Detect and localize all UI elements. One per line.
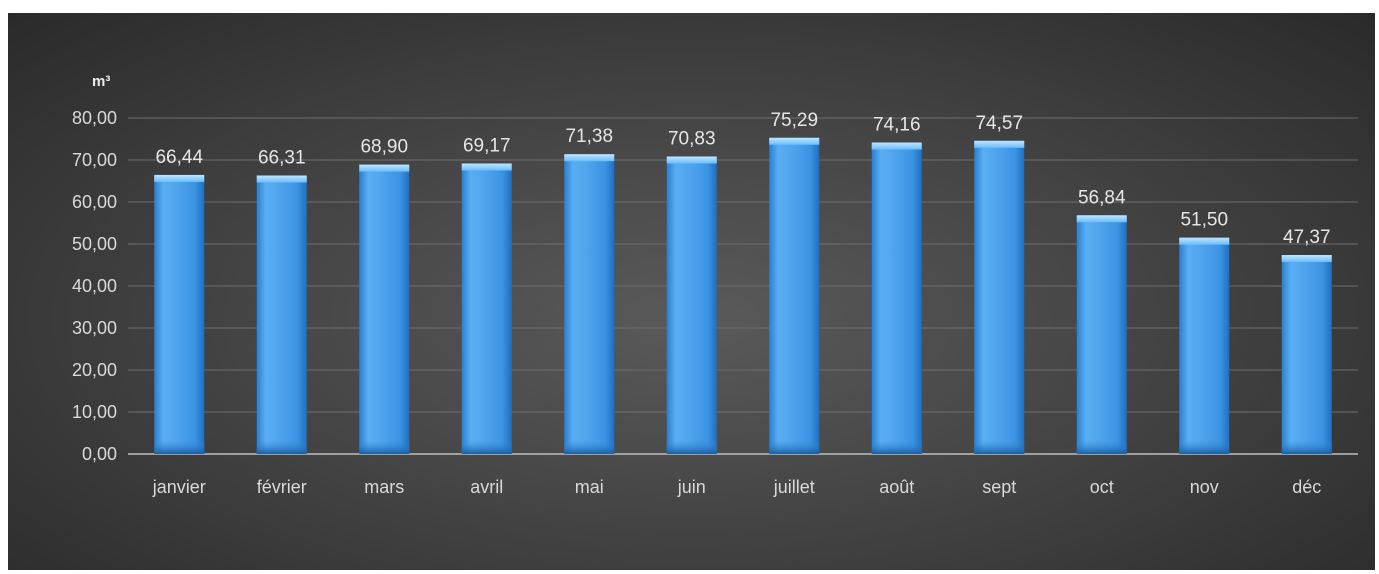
bar-juin	[666, 156, 717, 454]
bar-mars	[359, 164, 410, 454]
bar-nov	[1179, 237, 1230, 454]
bar	[154, 174, 205, 454]
bar	[1281, 255, 1332, 454]
data-labels: 66,44 66,31 68,90 69,17 71,38 70,83 75,29 74,16…	[155, 110, 1330, 248]
bar-top-bevel	[769, 137, 820, 145]
bar-bottom-shade	[1281, 440, 1332, 454]
data-label: 66,31	[258, 147, 306, 168]
bar	[359, 164, 410, 454]
bar	[564, 154, 615, 455]
y-tick-label: 60,00	[72, 192, 117, 212]
bar-top-bevel	[666, 156, 717, 164]
data-label: 71,38	[565, 126, 613, 147]
bar-top-bevel	[154, 174, 205, 182]
bar-bottom-shade	[1076, 440, 1127, 454]
bar-bottom-shade	[1179, 440, 1230, 454]
bar-bottom-shade	[256, 440, 307, 454]
y-tick-label: 70,00	[72, 150, 117, 170]
bar	[769, 137, 820, 455]
y-tick-label: 40,00	[72, 276, 117, 296]
y-axis-ticks: 0,00 10,00 20,00 30,00 40,00 50,00 60,00 70,00 8…	[72, 108, 117, 464]
x-tick-label: déc	[1292, 477, 1321, 497]
y-tick-label: 10,00	[72, 402, 117, 422]
bar-sept	[974, 140, 1025, 454]
bar-top-bevel	[1281, 255, 1332, 263]
bar	[871, 142, 922, 454]
bar-top-bevel	[871, 142, 922, 150]
bar-bottom-shade	[154, 440, 205, 454]
x-tick-label: mars	[364, 477, 404, 497]
data-label: 74,57	[975, 113, 1023, 134]
bar-juillet	[769, 137, 820, 455]
bar	[256, 175, 307, 455]
data-label: 66,44	[155, 147, 203, 168]
x-tick-label: avril	[470, 477, 503, 497]
x-tick-label: janvier	[152, 477, 206, 497]
data-label: 56,84	[1078, 187, 1126, 208]
bar-top-bevel	[1179, 237, 1230, 245]
data-label: 69,17	[463, 135, 511, 156]
y-tick-label: 20,00	[72, 360, 117, 380]
x-tick-label: nov	[1190, 477, 1219, 497]
bar	[1076, 215, 1127, 454]
data-label: 74,16	[873, 115, 921, 136]
bar-bottom-shade	[461, 440, 512, 454]
bar	[974, 140, 1025, 454]
y-tick-label: 0,00	[82, 444, 117, 464]
x-axis-ticks: janvier février mars avril mai juin juillet aoû…	[152, 477, 1322, 497]
bar-avril	[461, 163, 512, 454]
x-tick-label: sept	[982, 477, 1016, 497]
bar-août	[871, 142, 922, 454]
bar-top-bevel	[359, 164, 410, 172]
x-tick-label: août	[879, 477, 914, 497]
bar-bottom-shade	[666, 440, 717, 454]
bar-bottom-shade	[769, 440, 820, 454]
bar	[1179, 237, 1230, 454]
data-label: 75,29	[770, 110, 818, 131]
bar-top-bevel	[974, 140, 1025, 148]
bar-janvier	[154, 174, 205, 454]
bar	[666, 156, 717, 454]
bar-oct	[1076, 215, 1127, 454]
bar-février	[256, 175, 307, 455]
data-label: 70,83	[668, 129, 716, 150]
y-tick-label: 50,00	[72, 234, 117, 254]
bar-top-bevel	[1076, 215, 1127, 223]
x-tick-label: juin	[677, 477, 706, 497]
bar-bottom-shade	[871, 440, 922, 454]
x-tick-label: oct	[1090, 477, 1114, 497]
bar-bottom-shade	[974, 440, 1025, 454]
y-tick-label: 80,00	[72, 108, 117, 128]
data-label: 68,90	[360, 137, 408, 158]
x-tick-label: février	[257, 477, 307, 497]
bar-top-bevel	[461, 163, 512, 171]
bar-bottom-shade	[564, 440, 615, 454]
bar-déc	[1281, 255, 1332, 454]
bar-mai	[564, 154, 615, 455]
y-axis-unit-label: m³	[92, 73, 110, 90]
bar-top-bevel	[256, 175, 307, 183]
gridlines	[128, 117, 1358, 455]
bars	[154, 137, 1332, 455]
data-label: 47,37	[1283, 227, 1331, 248]
x-tick-label: juillet	[773, 477, 815, 497]
x-tick-label: mai	[575, 477, 604, 497]
bar-top-bevel	[564, 154, 615, 162]
bar-bottom-shade	[359, 440, 410, 454]
data-label: 51,50	[1180, 210, 1228, 231]
bar	[461, 163, 512, 454]
y-tick-label: 30,00	[72, 318, 117, 338]
